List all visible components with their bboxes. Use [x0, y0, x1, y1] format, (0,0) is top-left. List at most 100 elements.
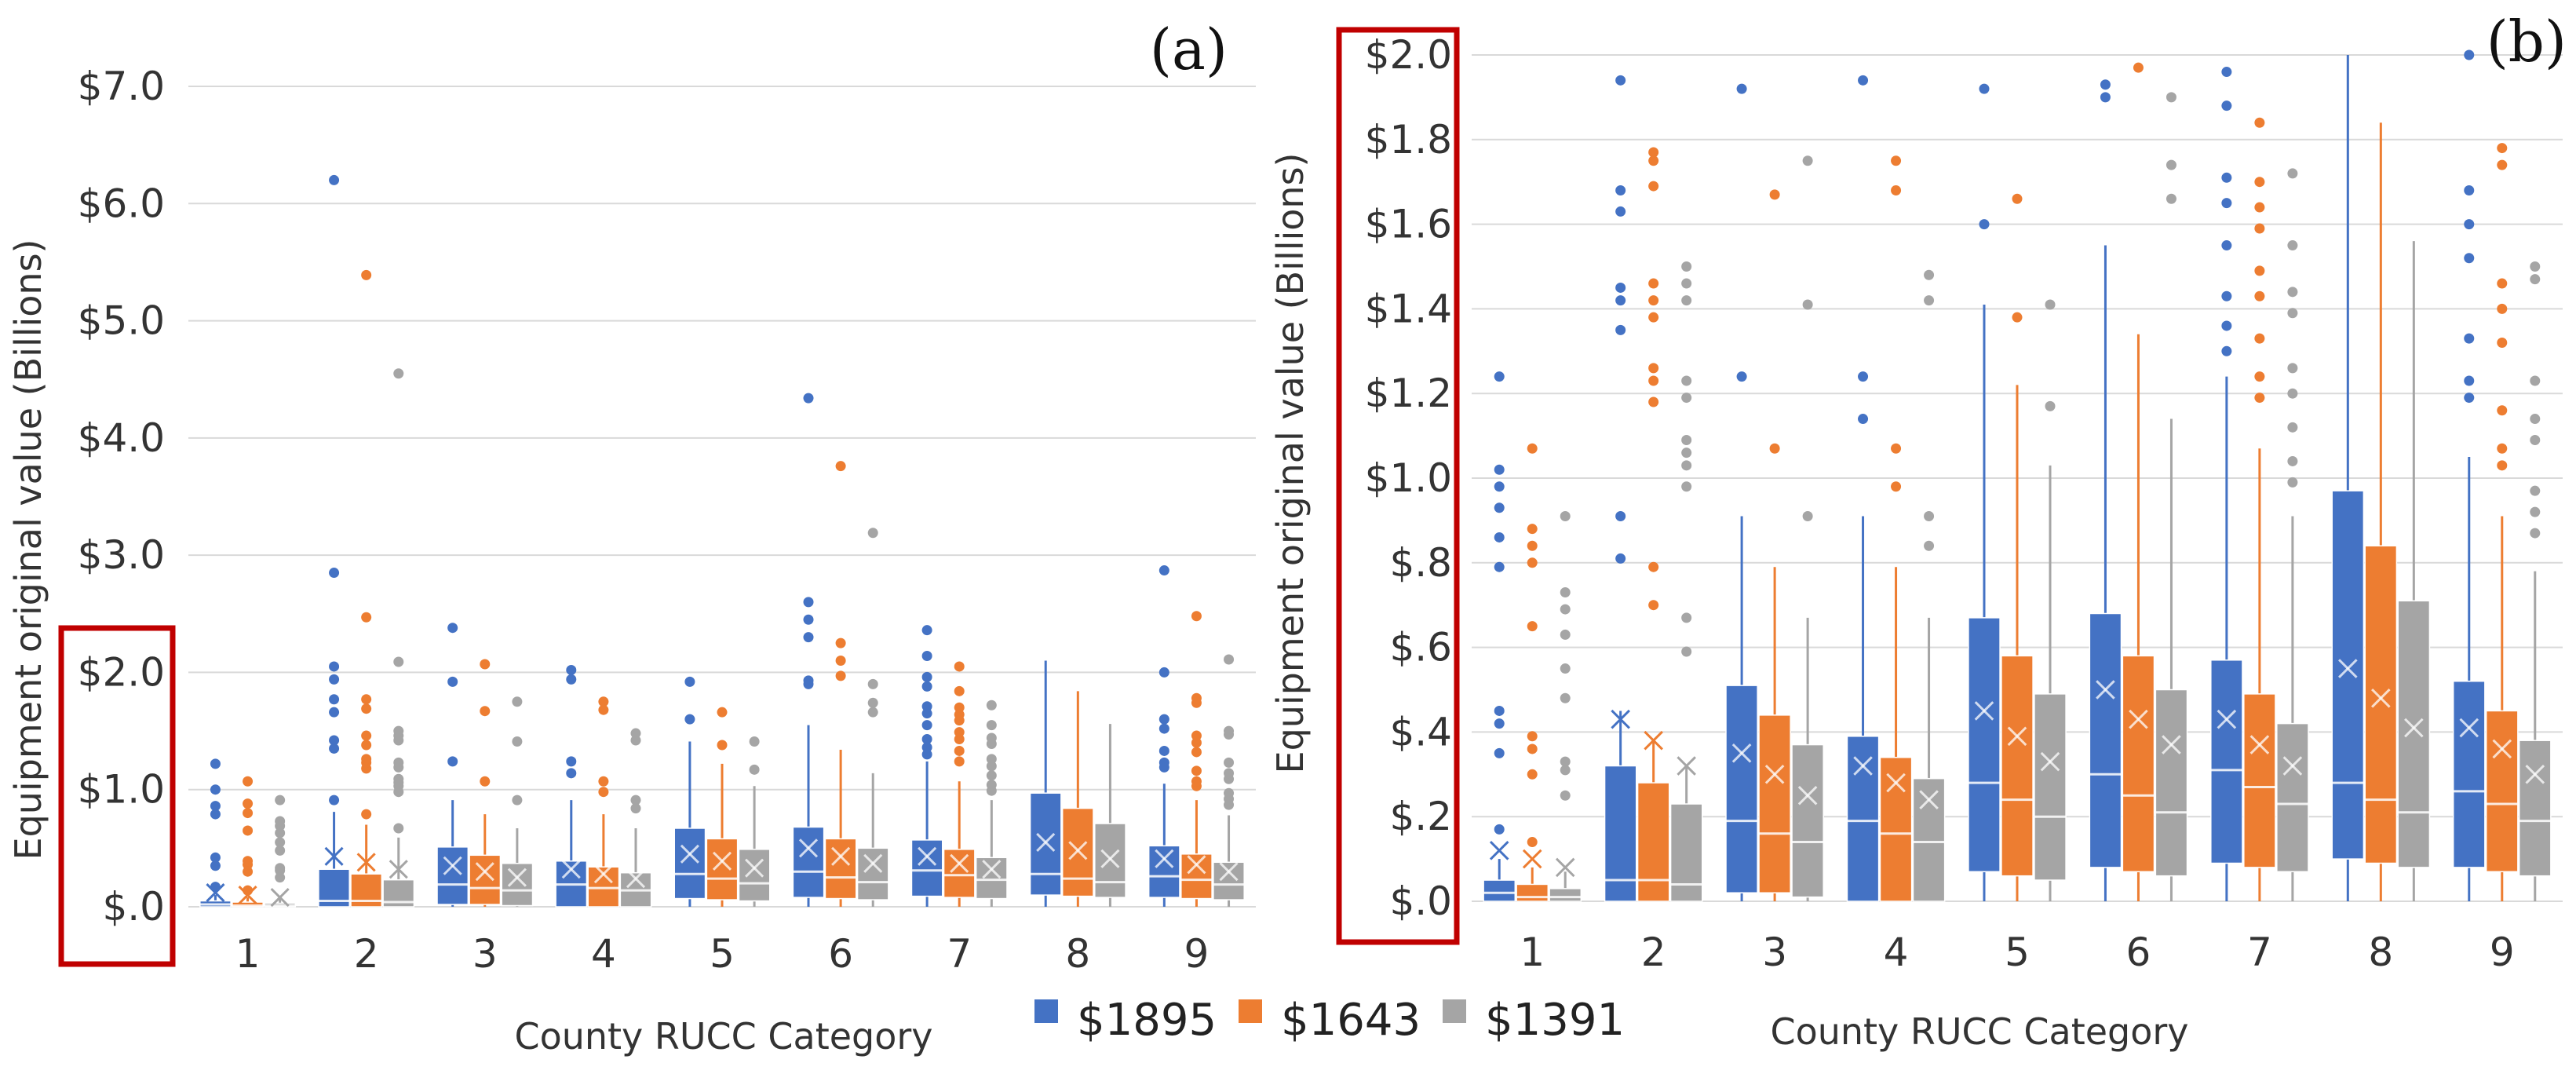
box-b-cat2-s1643: [1636, 782, 1670, 902]
outlier-b-cat4-s1895-1: [1858, 371, 1869, 382]
y-tick-label-a-2: $2.0: [78, 649, 165, 695]
outlier-b-cat1-s1643-8: [1527, 443, 1538, 454]
chart-b-x-tick-labels: 1 2 3 4 5 6 7 8 9: [1520, 930, 2514, 975]
box-b-cat4-s1643: [1879, 756, 1913, 902]
chart-a-x-axis-title: County RUCC Category: [514, 1015, 932, 1058]
box-b-cat4-s1391: [1912, 777, 1946, 902]
outlier-a-cat7-s1643-0: [954, 756, 965, 767]
box-a-cat7-s1391: [975, 857, 1008, 900]
outlier-a-cat5-s1895-0: [684, 714, 695, 725]
mean-marker-b-a-cat2-s1895: [324, 846, 344, 866]
x-tick-label-a-9: 9: [1184, 931, 1210, 977]
mean-marker-b-b-cat7-s1391: [2282, 756, 2303, 776]
outlier-b-cat7-s1895-2: [2221, 290, 2232, 301]
outlier-a-cat2-s1895-2: [329, 735, 340, 746]
outlier-a-cat7-s1391-1: [986, 780, 997, 791]
outlier-a-cat6-s1895-3: [803, 614, 814, 625]
outlier-a-cat6-s1643-0: [835, 670, 846, 681]
mean-marker-b-b-cat9-s1643: [2492, 739, 2512, 759]
outlier-a-cat2-s1643-3: [361, 754, 372, 765]
outlier-a-cat5-s1895-1: [684, 676, 695, 687]
mean-marker-b-b-cat4-s1643: [1886, 773, 1906, 793]
box-b-cat7-s1391: [2276, 722, 2309, 873]
outlier-a-cat5-s1391-1: [749, 736, 760, 747]
outlier-b-cat7-s1391-8: [2287, 168, 2298, 179]
box-plot-b-cat8-s1391: [2397, 241, 2431, 901]
x-tick-label-b-8: 8: [2368, 930, 2393, 975]
outlier-a-cat7-s1391-7: [986, 720, 997, 731]
outlier-b-cat3-s1643-1: [1769, 189, 1780, 200]
box-plot-b-cat5-s1895: [1968, 83, 2001, 901]
outlier-b-cat1-s1895-7: [1494, 481, 1505, 492]
mean-marker-b-a-cat7-s1643: [950, 853, 969, 873]
mean-marker-b-b-cat6-s1895: [2096, 680, 2115, 700]
outlier-b-cat7-s1391-5: [2287, 308, 2298, 319]
outlier-a-cat7-s1895-2: [921, 734, 932, 745]
outlier-a-cat2-s1391-11: [393, 368, 404, 379]
mean-marker-b-a-cat9-s1643: [1187, 855, 1206, 875]
chart-panel-b: $.0$.2$.4$.6$.8$1.0$1.2$1.4$1.6$1.8$2.0 …: [1269, 9, 2567, 1053]
outlier-b-cat5-s1895-0: [1979, 219, 1990, 230]
box-plot-b-cat9-s1391: [2518, 261, 2552, 901]
outlier-a-cat7-s1391-4: [986, 754, 997, 765]
outlier-b-cat5-s1391-1: [2045, 299, 2056, 310]
box-b-cat6-s1643: [2122, 655, 2155, 873]
outlier-a-cat4-s1895-1: [566, 756, 577, 767]
outlier-b-cat7-s1895-3: [2221, 240, 2232, 251]
outlier-a-cat7-s1643-1: [954, 745, 965, 756]
x-tick-label-a-5: 5: [710, 931, 735, 977]
box-plot-a-cat6-s1895: [792, 393, 825, 907]
outlier-b-cat6-s1391-1: [2166, 159, 2176, 170]
outlier-b-cat1-s1895-5: [1494, 532, 1505, 542]
box-b-cat3-s1895: [1725, 685, 1758, 893]
outlier-b-cat7-s1895-6: [2221, 100, 2232, 111]
outlier-b-cat1-s1391-3: [1560, 692, 1571, 703]
outlier-b-cat1-s1895-8: [1494, 464, 1505, 475]
outlier-b-cat1-s1391-0: [1560, 790, 1571, 801]
x-tick-label-b-6: 6: [2126, 930, 2151, 975]
outlier-b-cat9-s1895-6: [2464, 49, 2475, 60]
chart-a-highlight-box: [58, 625, 176, 967]
outlier-b-cat6-s1643-0: [2133, 62, 2144, 73]
outlier-b-cat9-s1895-3: [2464, 253, 2475, 264]
mean-marker-b-b-cat5-s1643: [2007, 726, 2027, 747]
box-plot-b-cat6-s1391: [2155, 92, 2188, 901]
outlier-b-cat9-s1643-0: [2497, 460, 2508, 471]
box-b-cat9-s1643: [2485, 710, 2519, 873]
box-b-cat8-s1391: [2397, 600, 2431, 868]
outlier-b-cat2-s1643-7: [1648, 278, 1659, 289]
outlier-a-cat1-s1895-5: [210, 784, 221, 795]
box-b-cat5-s1895: [1968, 617, 2001, 873]
box-b-cat6-s1895: [2089, 612, 2122, 868]
outlier-a-cat7-s1895-7: [921, 671, 932, 682]
legend-label-1643: $1643: [1281, 995, 1421, 1046]
outlier-b-cat7-s1895-4: [2221, 198, 2232, 209]
outlier-b-cat1-s1391-5: [1560, 629, 1571, 640]
box-b-cat1-s1895: [1483, 879, 1516, 902]
y-tick-label-b-4: $.8: [1389, 540, 1452, 586]
outlier-b-cat2-s1391-2: [1681, 481, 1692, 492]
outlier-b-cat4-s1643-0: [1891, 481, 1902, 492]
mean-marker-b-b-cat3-s1391: [1797, 785, 1818, 806]
outlier-b-cat1-s1391-6: [1560, 604, 1571, 615]
outlier-a-cat1-s1643-0: [243, 885, 254, 896]
outlier-a-cat9-s1895-2: [1158, 745, 1169, 756]
box-plot-a-cat9-s1643: [1180, 611, 1213, 907]
outlier-b-cat9-s1643-7: [2497, 143, 2508, 154]
mean-marker-b-b-cat2-s1895: [1611, 709, 1630, 729]
outlier-a-cat7-s1895-8: [921, 651, 932, 662]
mean-marker-b-a-cat3-s1895: [443, 856, 462, 875]
outlier-a-cat6-s1895-5: [803, 393, 814, 404]
mean-marker-b-b-cat1-s1643: [1522, 849, 1542, 869]
outlier-b-cat4-s1391-2: [1924, 295, 1935, 306]
outlier-b-cat7-s1643-2: [2254, 333, 2265, 344]
legend-swatch-1643: [1239, 999, 1262, 1023]
outlier-b-cat1-s1643-4: [1527, 621, 1538, 632]
mean-marker-b-a-cat7-s1391: [982, 860, 1002, 879]
outlier-a-cat1-s1391-8: [275, 795, 286, 806]
outlier-a-cat7-s1895-6: [921, 681, 932, 692]
outlier-b-cat2-s1643-3: [1648, 375, 1659, 386]
outlier-b-cat7-s1895-7: [2221, 67, 2232, 78]
mean-marker-b-b-cat3-s1895: [1731, 743, 1752, 763]
box-plot-a-cat8-s1643: [1061, 691, 1094, 907]
